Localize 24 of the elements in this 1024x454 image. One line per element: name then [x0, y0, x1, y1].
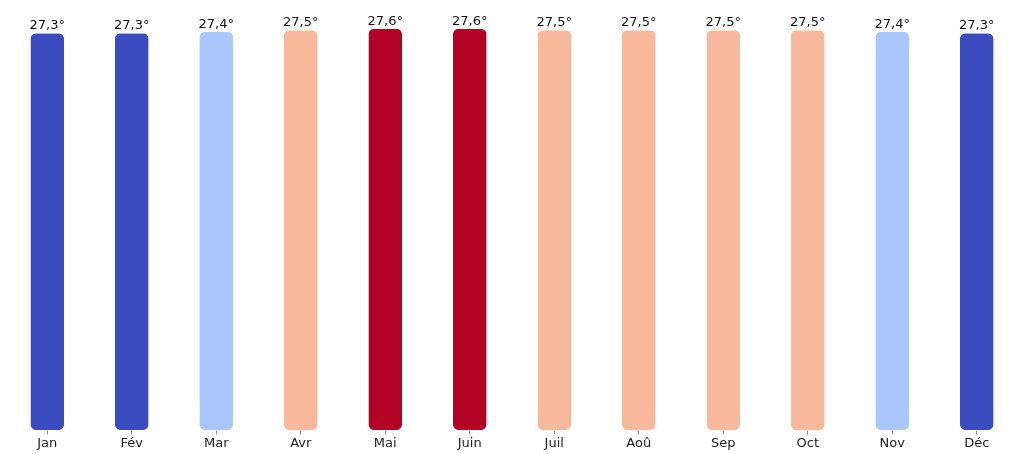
data-label: 27,5° [283, 14, 319, 30]
data-label: 27,6° [452, 12, 488, 28]
x-tick-label: Avr [290, 434, 312, 450]
x-tick-label: Fév [120, 434, 144, 450]
data-label: 27,5° [621, 14, 657, 30]
data-label: 27,3° [959, 17, 995, 33]
x-tick-label: Jan [36, 434, 58, 450]
data-label: 27,3° [29, 17, 65, 33]
x-tick-label: Juil [543, 434, 564, 450]
data-label: 27,4° [874, 15, 910, 31]
x-tick-label: Mar [203, 434, 230, 450]
x-tick-label: Nov [879, 434, 906, 450]
data-label: 27,5° [790, 14, 826, 30]
data-label: 27,6° [367, 12, 403, 28]
x-tick-label: Mai [373, 434, 397, 450]
x-tick-label: Juin [456, 434, 482, 450]
x-tick-label: Oct [796, 434, 819, 450]
data-label: 27,5° [705, 14, 741, 30]
x-tick-label: Déc [964, 434, 990, 450]
data-label: 27,5° [536, 14, 572, 30]
data-label: 27,4° [198, 15, 234, 31]
x-tick-label: Aoû [626, 434, 652, 450]
data-label: 27,3° [114, 17, 150, 33]
x-tick-label: Sep [710, 434, 736, 450]
